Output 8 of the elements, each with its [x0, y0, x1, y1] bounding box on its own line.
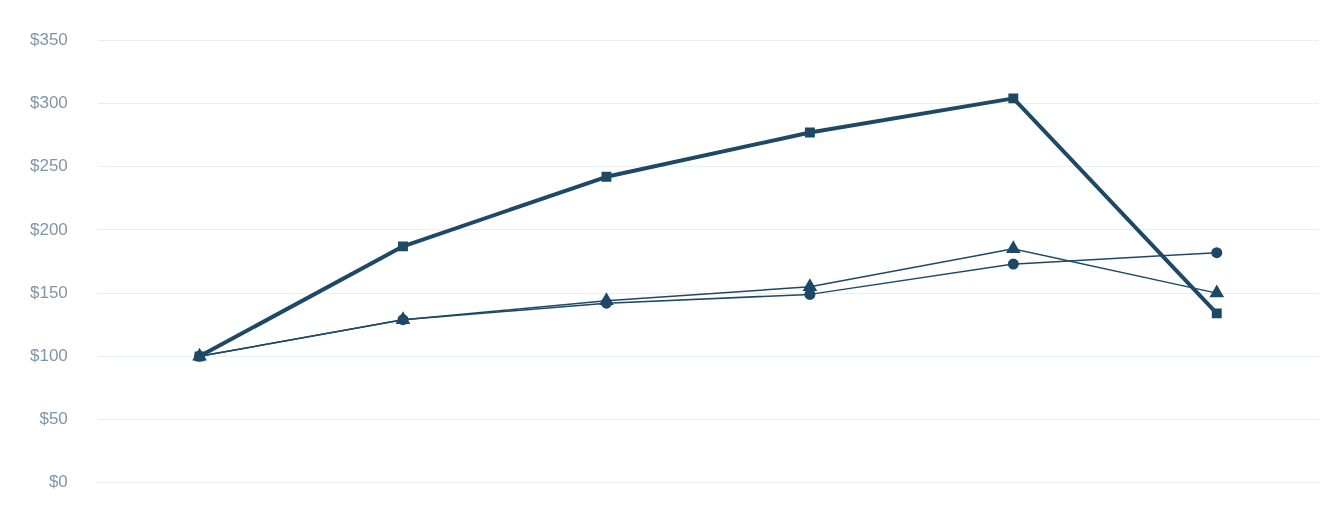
y-tick-label: $200: [29, 219, 68, 239]
y-tick-label: $150: [29, 282, 68, 302]
y-tick-label: $350: [29, 29, 68, 49]
y-tick-label: $100: [29, 346, 68, 366]
y-tick-label: $250: [29, 156, 68, 176]
y-tick-label: $50: [39, 409, 68, 429]
y-tick-label: $0: [48, 472, 68, 492]
y-tick-label: $300: [29, 93, 68, 113]
